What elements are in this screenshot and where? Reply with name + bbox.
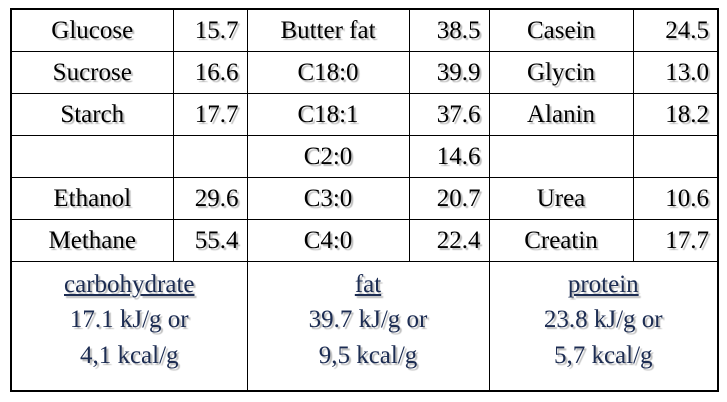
- summary-cell: protein 23.8 kJ/g or 5,7 kcal/g: [488, 261, 719, 392]
- summary-line: 9,5 kcal/g: [318, 342, 418, 369]
- name-cell: C2:0: [246, 135, 410, 178]
- summary-line: 5,7 kcal/g: [553, 342, 653, 369]
- value-cell: 10.6: [632, 177, 719, 220]
- name-cell: [488, 135, 634, 178]
- name-cell: Alanin: [488, 93, 634, 136]
- table-row: Sucrose 16.6 C18:0 39.9 Glycin 13.0: [10, 51, 719, 94]
- summary-line: 17.1 kJ/g or: [69, 306, 189, 333]
- summary-line: 4,1 kcal/g: [79, 342, 179, 369]
- name-cell: Methane: [10, 219, 174, 262]
- value-cell: 14.6: [408, 135, 490, 178]
- name-cell: Butter fat: [246, 8, 410, 52]
- value-cell: 20.7: [408, 177, 490, 220]
- summary-heading: fat: [354, 271, 382, 298]
- value-cell: 18.2: [632, 93, 719, 136]
- value-cell: 38.5: [408, 8, 490, 52]
- table-row: Glucose 15.7 Butter fat 38.5 Casein 24.5: [10, 8, 719, 52]
- value-cell: 39.9: [408, 51, 490, 94]
- summary-cell: fat 39.7 kJ/g or 9,5 kcal/g: [246, 261, 490, 392]
- value-cell: 16.6: [172, 51, 248, 94]
- summary-line: 23.8 kJ/g or: [543, 306, 663, 333]
- table-row: C2:0 14.6: [10, 135, 719, 178]
- table-row: Methane 55.4 C4:0 22.4 Creatin 17.7: [10, 219, 719, 262]
- name-cell: C18:1: [246, 93, 410, 136]
- summary-cell: carbohydrate 17.1 kJ/g or 4,1 kcal/g: [10, 261, 248, 392]
- energy-table: Glucose 15.7 Butter fat 38.5 Casein 24.5 Sucro…: [10, 8, 719, 392]
- summary-row: carbohydrate 17.1 kJ/g or 4,1 kcal/g fat 39.…: [10, 261, 719, 392]
- value-cell: 15.7: [172, 8, 248, 52]
- table-row: Ethanol 29.6 C3:0 20.7 Urea 10.6: [10, 177, 719, 220]
- name-cell: Starch: [10, 93, 174, 136]
- value-cell: 37.6: [408, 93, 490, 136]
- name-cell: Glucose: [10, 8, 174, 52]
- name-cell: Casein: [488, 8, 634, 52]
- name-cell: Urea: [488, 177, 634, 220]
- value-cell: 29.6: [172, 177, 248, 220]
- table-row: Starch 17.7 C18:1 37.6 Alanin 18.2: [10, 93, 719, 136]
- value-cell: [172, 135, 248, 178]
- name-cell: Sucrose: [10, 51, 174, 94]
- name-cell: C4:0: [246, 219, 410, 262]
- summary-heading: carbohydrate: [64, 271, 195, 298]
- summary-line: 39.7 kJ/g or: [308, 306, 428, 333]
- value-cell: 55.4: [172, 219, 248, 262]
- name-cell: Ethanol: [10, 177, 174, 220]
- value-cell: 22.4: [408, 219, 490, 262]
- value-cell: 13.0: [632, 51, 719, 94]
- value-cell: [632, 135, 719, 178]
- name-cell: Glycin: [488, 51, 634, 94]
- name-cell: [10, 135, 174, 178]
- name-cell: Creatin: [488, 219, 634, 262]
- value-cell: 17.7: [172, 93, 248, 136]
- summary-heading: protein: [567, 271, 639, 298]
- name-cell: C18:0: [246, 51, 410, 94]
- value-cell: 17.7: [632, 219, 719, 262]
- value-cell: 24.5: [632, 8, 719, 52]
- table-body: Glucose 15.7 Butter fat 38.5 Casein 24.5 Sucro…: [10, 8, 719, 392]
- name-cell: C3:0: [246, 177, 410, 220]
